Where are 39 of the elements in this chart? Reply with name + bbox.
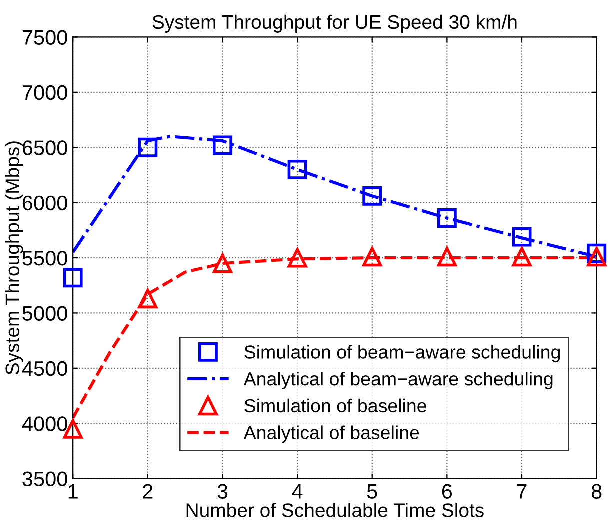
y-tick-label: 4500	[22, 361, 68, 376]
y-tick-label: 4000	[22, 416, 68, 432]
point	[587, 247, 607, 267]
legend-label: Analytical of beam−aware scheduling	[244, 372, 553, 390]
point	[587, 244, 607, 264]
x-tick-label: 8	[592, 484, 602, 499]
point	[63, 268, 83, 288]
point	[212, 136, 232, 156]
x-tick-label: 2	[143, 484, 153, 499]
x-tick-label: 6	[442, 484, 452, 499]
x-tick-label: 7	[517, 484, 527, 499]
legend-label: Simulation of beam−aware scheduling	[244, 345, 560, 363]
point	[362, 247, 382, 267]
point	[437, 247, 457, 267]
x-axis-title: Number of Schedulable Time Slots	[186, 503, 484, 518]
y-axis-title: System Throughput (Mbps)	[5, 142, 24, 375]
y-tick-label: 6500	[22, 140, 68, 156]
point	[362, 186, 382, 206]
point	[512, 227, 532, 247]
y-tick-label: 3500	[22, 472, 68, 487]
y-tick-label: 6000	[22, 196, 68, 211]
chart-title: System Throughput for UE Speed 30 km/h	[152, 14, 517, 33]
y-tick-label: 5500	[22, 251, 68, 266]
point	[288, 248, 308, 268]
y-tick-label: 7000	[22, 85, 68, 100]
point	[212, 254, 232, 274]
x-tick-label: 5	[367, 484, 378, 499]
x-tick-label: 1	[68, 484, 78, 499]
x-tick-label: 4	[292, 484, 303, 499]
point	[512, 247, 532, 267]
point	[437, 208, 457, 228]
y-tick-label: 5000	[22, 306, 68, 321]
point	[138, 138, 158, 158]
legend-label: Simulation of baseline	[244, 398, 426, 413]
point	[288, 160, 308, 180]
x-tick-label: 3	[218, 484, 228, 499]
y-tick-label: 7500	[22, 30, 68, 45]
legend-label: Analytical of baseline	[244, 426, 420, 444]
point	[138, 289, 158, 309]
